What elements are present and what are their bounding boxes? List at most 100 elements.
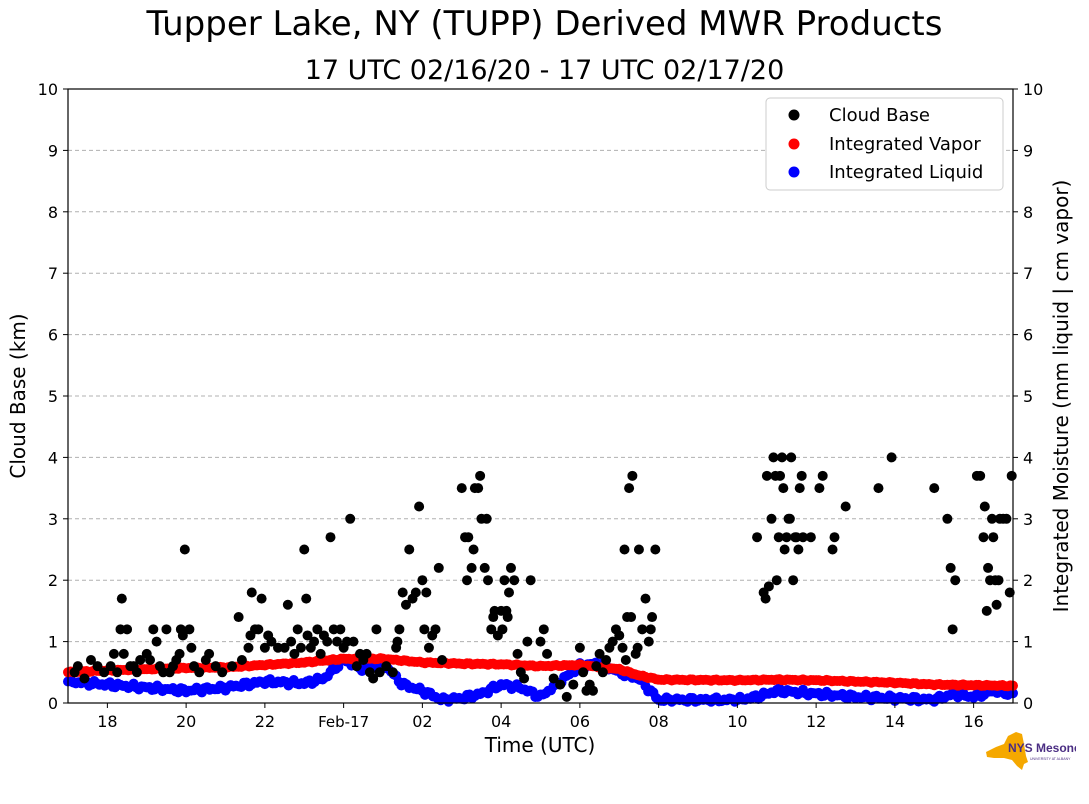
cloud-base-point [637,624,648,635]
cloud-base-point [777,452,787,463]
cloud-base-point [981,605,992,616]
y-tick-label: 10 [38,80,58,99]
cloud-base-point [135,655,146,666]
cloud-base-point [535,636,546,647]
cloud-base-point [614,630,625,641]
cloud-base-point [555,679,566,690]
cloud-base-point [335,624,346,635]
cloud-base-point [512,648,523,659]
y-tick-label: 8 [48,203,58,222]
cloud-base-point [632,642,643,653]
y-tick-label-right: 8 [1023,203,1033,222]
cloud-base-point [650,544,661,555]
cloud-base-point [873,483,884,494]
cloud-base-point [315,648,326,659]
cloud-base-point [617,642,628,653]
cloud-base-point [827,544,838,555]
legend-marker-integrated-vapor [788,138,800,150]
cloud-base-point [509,575,520,586]
cloud-base-point [186,642,197,653]
cloud-base-point [607,636,618,647]
cloud-base-point [72,661,83,672]
y-tick-label: 9 [48,141,58,160]
cloud-base-point [392,636,403,647]
cloud-base-point [108,648,119,659]
cloud-base-point [423,642,434,653]
cloud-base-point [950,575,961,586]
x-tick-label: 22 [255,712,275,731]
cloud-base-point [591,661,602,672]
cloud-base-point [243,642,254,653]
cloud-base-point [588,685,598,696]
cloud-base-point [794,483,805,494]
cloud-base-point [174,648,185,659]
cloud-base-point [542,648,553,659]
y-tick-label-right: 6 [1023,326,1033,345]
grid-lines [68,149,1013,643]
cloud-base-point [597,667,608,678]
cloud-base-point [793,544,804,555]
cloud-base-point [289,648,300,659]
cloud-base-point [122,624,133,635]
cloud-base-point [991,599,1002,610]
cloud-base-point [253,624,264,635]
cloud-base-point [466,562,477,573]
cloud-base-point [504,587,514,598]
cloud-base-point [633,544,644,555]
x-tick-label: 10 [727,712,747,731]
y-tick-label: 3 [48,510,58,529]
cloud-base-point [410,587,421,598]
y-tick-label: 1 [48,633,58,652]
y-tick-label: 4 [48,448,58,467]
cloud-base-point [538,624,549,635]
cloud-base-point [302,630,313,641]
y-tick-label: 5 [48,387,58,406]
cloud-base-point [312,624,323,635]
cloud-base-point [619,544,630,555]
cloud-base-point [829,532,840,543]
cloud-base-point [217,667,228,678]
cloud-base-point [645,624,656,635]
cloud-base-point [381,661,392,672]
cloud-base-point [817,470,828,481]
x-tick-label: 20 [176,712,196,731]
cloud-base-point [148,624,159,635]
cloud-base-point [99,667,110,678]
y-tick-label: 6 [48,326,58,345]
y-axis-label-right: Integrated Moisture (mm liquid | cm vapo… [1049,180,1073,613]
cloud-base-point [499,575,510,586]
cloud-base-point [145,655,156,666]
cloud-base-point [394,624,405,635]
cloud-base-point [345,513,356,524]
cloud-base-point [105,661,116,672]
cloud-base-point [483,575,493,586]
new-york-state-shape-icon [986,732,1028,770]
cloud-base-point [348,636,359,647]
cloud-base-point [627,470,638,481]
cloud-base-point [151,636,162,647]
cloud-base-point [286,636,297,647]
cloud-base-point [361,648,372,659]
y-tick-label-right: 3 [1023,510,1033,529]
series-cloud-base [69,452,1017,702]
y-tick-label-right: 2 [1023,571,1033,590]
cloud-base-point [988,532,999,543]
cloud-base-point [292,624,303,635]
cloud-base-point [548,673,559,684]
cloud-base-point [568,679,579,690]
cloud-base-point [116,593,127,604]
x-tick-label: 02 [412,712,432,731]
cloud-base-point [779,544,790,555]
cloud-base-point [468,544,479,555]
cloud-base-point [473,483,484,494]
cloud-base-point [374,667,385,678]
cloud-base-point [561,691,572,702]
cloud-base-point [647,612,658,623]
chart-title: Tupper Lake, NY (TUPP) Derived MWR Produ… [146,4,943,44]
cloud-base-point [519,673,530,684]
legend-marker-integrated-liquid [788,166,800,178]
cloud-base-point [184,624,195,635]
cloud-base-point [204,648,215,659]
cloud-base-point [781,532,792,543]
cloud-base-point [131,667,142,678]
